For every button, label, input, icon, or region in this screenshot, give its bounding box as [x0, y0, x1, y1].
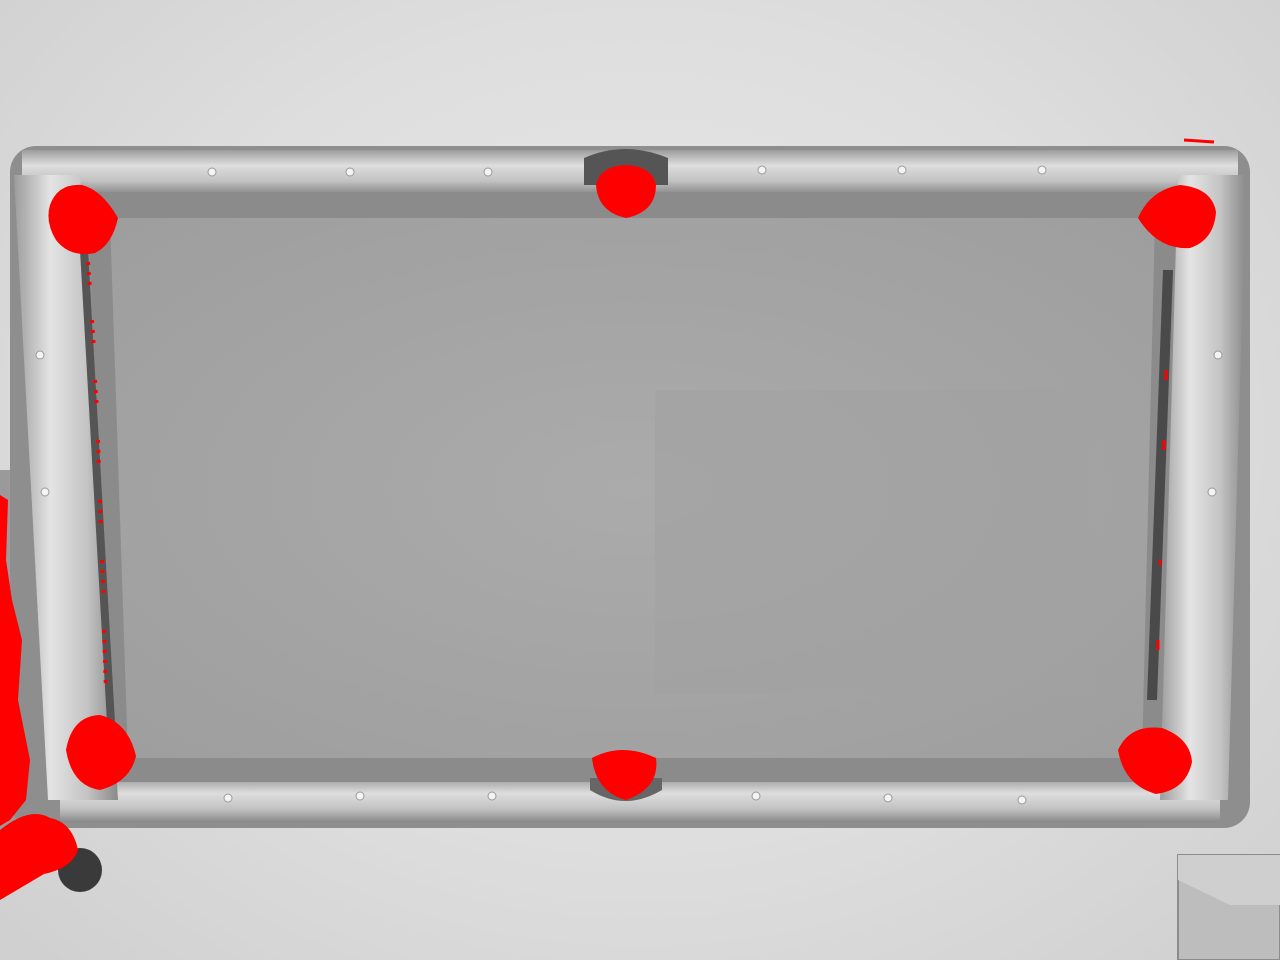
- pocket-marker-top-middle: [596, 165, 656, 218]
- right-rail: [1160, 175, 1246, 800]
- pool-table: [10, 146, 1250, 828]
- pocket-marker-bottom-middle: [592, 750, 657, 800]
- rivet: [1037, 165, 1047, 175]
- rivet: [207, 167, 217, 177]
- rivet: [40, 487, 50, 497]
- rivet: [223, 793, 233, 803]
- rivet: [757, 165, 767, 175]
- rivet: [487, 791, 497, 801]
- rivet: [1213, 350, 1223, 360]
- rivet: [483, 167, 493, 177]
- pocket-marker-bottom-left: [66, 715, 136, 790]
- left-cushion-edge: [80, 249, 116, 741]
- right-rail-speckles: [1156, 138, 1215, 650]
- pocket-marker-bottom-right: [1118, 727, 1192, 794]
- pocket-marker-top-left: [48, 184, 118, 255]
- floor-object-bottom-right-face: [1178, 855, 1280, 905]
- rivet: [345, 167, 355, 177]
- rivet: [1207, 487, 1217, 497]
- red-object-left-edge: [0, 495, 30, 826]
- right-cushion-edge: [1147, 269, 1173, 701]
- rivet: [355, 791, 365, 801]
- rivet: [751, 791, 761, 801]
- rivet: [883, 793, 893, 803]
- pocket-marker-top-right: [1138, 185, 1216, 249]
- rivet: [1017, 795, 1027, 805]
- rivet: [897, 165, 907, 175]
- felt-shade: [655, 390, 1095, 695]
- red-object-bottom-left: [0, 814, 78, 900]
- rivet: [35, 350, 45, 360]
- left-rail: [14, 175, 118, 800]
- pocket-markers: [0, 138, 1216, 900]
